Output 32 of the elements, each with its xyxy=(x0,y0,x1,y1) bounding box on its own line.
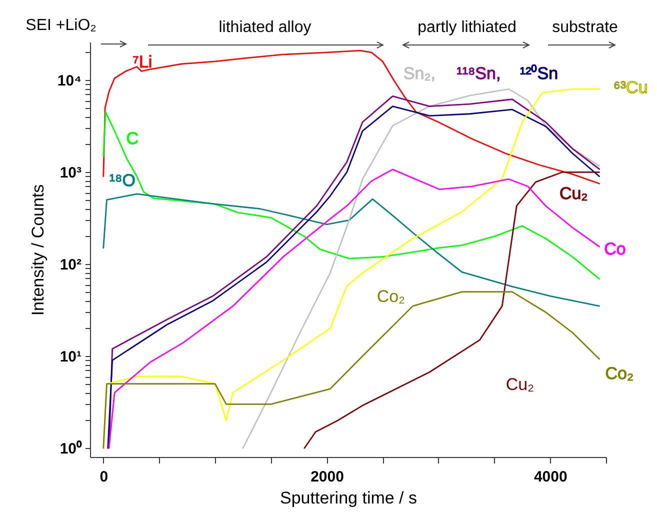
y-tick-label: 10⁴ xyxy=(57,72,82,90)
line-series xyxy=(108,168,600,449)
x-tick-label: 4000 xyxy=(534,468,568,486)
series-label: Cu₂ xyxy=(559,184,588,203)
text: lithiated alloy xyxy=(218,19,312,36)
series-label: ⁷Li xyxy=(132,52,152,72)
series-label: Co xyxy=(604,239,626,258)
series-label: Co₂ xyxy=(605,364,634,383)
annotation: Co₂ xyxy=(376,287,406,306)
y-tick-label: 10¹ xyxy=(60,348,82,366)
series-label: ¹⁸O xyxy=(109,171,136,190)
x-axis-title: Sputtering time / s xyxy=(280,488,418,508)
text: SEI +LiO₂ xyxy=(26,17,96,34)
series-label: Sn₂, xyxy=(403,64,436,83)
series-label: C xyxy=(126,128,139,148)
y-tick-label: 10³ xyxy=(60,164,82,182)
text: partly lithiated xyxy=(418,19,516,36)
x-tick-label: 2000 xyxy=(310,468,344,486)
line-series xyxy=(242,88,600,449)
series-label: ¹¹⁸Sn, xyxy=(456,64,501,83)
text: substrate xyxy=(552,19,618,36)
y-tick-label: 10⁰ xyxy=(60,440,82,458)
line-series xyxy=(304,171,600,449)
x-tick-label: 0 xyxy=(100,468,108,486)
series-label: ¹²⁰Sn xyxy=(520,64,558,83)
line-series xyxy=(102,111,600,280)
line-series xyxy=(102,50,600,184)
annotation: Cu₂ xyxy=(506,375,534,394)
line-series xyxy=(102,291,600,449)
series-label: ⁶³Cu xyxy=(613,78,648,98)
y-tick-label: 10² xyxy=(60,256,82,274)
y-axis-title: Intensity / Counts xyxy=(28,184,48,316)
